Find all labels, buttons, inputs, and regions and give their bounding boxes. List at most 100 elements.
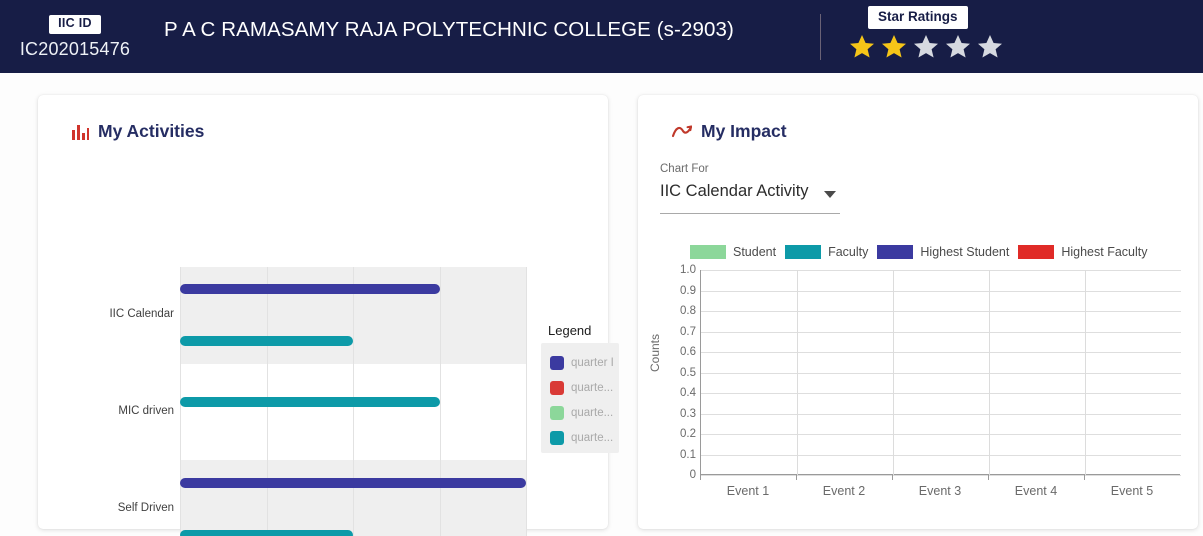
legend-color-swatch [550,405,564,420]
star-empty-icon [914,34,938,58]
legend-item-label: Highest Faculty [1061,245,1148,259]
chart-for-label: Chart For [660,163,709,175]
legend-item-label: quarte... [571,431,614,444]
impact-y-tick: 0.6 [680,346,696,358]
activities-legend-item[interactable]: quarter I [541,350,619,375]
impact-y-tick: 0.9 [680,284,696,297]
impact-gridline-h [701,331,1181,333]
chevron-down-icon [824,191,836,198]
impact-gridline-h [701,270,1181,271]
impact-y-tick: 0.1 [680,448,696,461]
impact-x-tick: Event 4 [1014,484,1058,498]
legend-item-label: quarte... [571,381,614,394]
impact-gridline-h [701,434,1181,435]
impact-y-axis-title: Counts [648,333,662,372]
impact-y-tick: 0.2 [680,428,696,440]
impact-x-tick: Event 5 [1110,484,1154,498]
my-activities-title: My Activities [98,121,205,141]
legend-color-swatch [550,355,564,370]
activities-bar [180,529,353,536]
impact-gridline-h [701,475,1181,476]
legend-color-swatch [877,245,914,259]
activities-legend-item[interactable]: quarte... [541,425,619,450]
star-ratings-label: Star Ratings [868,6,968,29]
impact-x-tick-mark [892,475,893,480]
legend-color-swatch [550,430,564,445]
legend-color-swatch [785,245,822,259]
impact-y-tick: 0.7 [680,325,696,338]
impact-gridline-h [701,413,1181,415]
impact-gridline-h [701,372,1181,374]
activities-legend-item[interactable]: quarte... [541,375,619,400]
my-impact-header: My Impact [638,95,1198,142]
iic-id-value: IC202015476 [19,38,131,59]
impact-gridline-h [701,311,1181,312]
impact-gridline-h [701,352,1181,353]
activities-category-label: IIC Calendar [109,308,174,321]
impact-gridline-v [1085,270,1086,475]
activities-category-label: Self Driven [117,501,174,514]
impact-gridline-h [701,290,1181,292]
impact-x-tick-mark [988,475,989,480]
impact-gridline-h [701,454,1181,456]
activities-legend-title: Legend [548,323,592,338]
impact-legend-item[interactable]: Student [690,245,776,259]
star-empty-icon [978,34,1002,58]
my-activities-card: My Activities IIC Calendar MIC driven Self… [38,95,619,536]
star-rating-row [848,33,1004,61]
activities-bar [180,336,353,347]
header-divider [820,14,821,60]
impact-x-tick-mark [1084,475,1085,480]
impact-gridline-v [893,270,894,475]
activities-legend[interactable]: quarter I quarte... quarte... quarte... [541,343,619,453]
impact-y-tick: 0 [689,469,696,481]
trend-line-icon [671,124,693,140]
legend-item-label: Student [733,245,777,259]
activities-gridline [439,267,441,536]
institution-title: P A C RAMASAMY RAJA POLYTECHNIC COLLEGE … [164,17,734,41]
bar-chart-icon [72,124,89,140]
impact-x-tick: Event 1 [726,484,770,498]
chart-for-select[interactable]: IIC Calendar Activity [660,182,840,214]
activities-bar [180,397,440,407]
legend-item-label: quarter I [571,356,614,369]
star-filled-icon [882,34,906,58]
activities-bar [180,477,526,488]
impact-y-tick: 0.5 [680,366,696,379]
impact-legend-item[interactable]: Faculty [785,245,868,259]
star-empty-icon [946,34,970,58]
iic-id-block: IIC ID IC202015476 [0,13,150,60]
impact-y-tick: 1.0 [680,264,696,276]
legend-item-label: Faculty [828,245,869,259]
legend-item-label: quarte... [571,406,614,419]
impact-x-tick-mark [796,475,797,480]
impact-x-tick: Event 2 [822,484,866,498]
legend-item-label: Highest Student [920,245,1010,259]
impact-gridline-h [701,393,1181,394]
activities-category-label: MIC driven [118,405,174,417]
my-impact-title: My Impact [701,121,787,141]
impact-gridline-v [989,270,990,475]
impact-y-tick: 0.4 [680,387,696,399]
legend-color-swatch [550,380,564,395]
impact-legend-item[interactable]: Highest Student [877,245,1009,259]
impact-y-tick: 0.8 [680,305,696,317]
star-ratings-block: Star Ratings [803,0,1203,73]
activities-bar [180,284,440,295]
impact-x-tick-mark [700,475,701,480]
activities-legend-item[interactable]: quarte... [541,400,619,425]
impact-legend-item[interactable]: Highest Faculty [1018,245,1148,259]
impact-y-tick: 0.3 [680,407,696,420]
chart-for-value: IIC Calendar Activity [660,182,809,200]
star-filled-icon [850,34,874,58]
legend-color-swatch [1018,245,1055,259]
impact-legend[interactable]: Student Faculty Highest Student Highest Fac… [690,245,1148,259]
impact-plot-area [700,270,1181,476]
activities-plot-area [180,267,527,536]
impact-gridline-v [797,270,798,475]
my-activities-header: My Activities [38,95,608,142]
activities-gridline [526,267,527,536]
impact-x-tick: Event 3 [918,484,962,498]
